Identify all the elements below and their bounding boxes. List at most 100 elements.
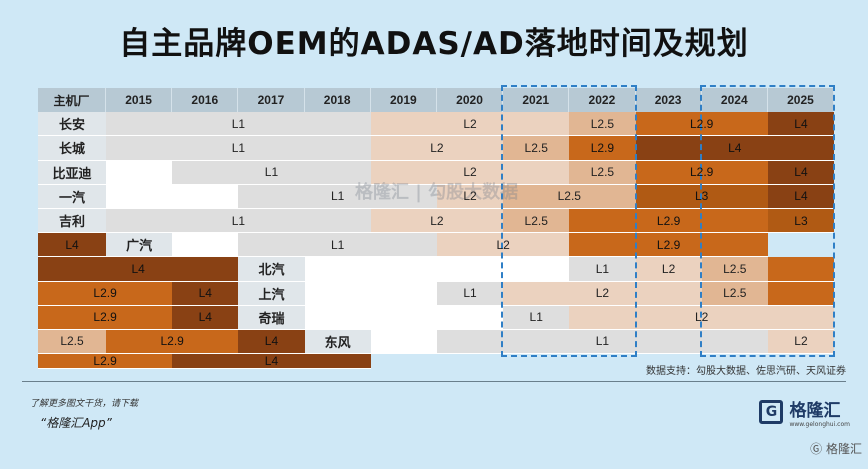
level-bar-l3: L3 — [635, 184, 768, 209]
level-bar-l1: L1 — [503, 305, 570, 330]
level-label: L3 — [695, 189, 709, 204]
level-bar-l25: L2.5 — [503, 136, 570, 161]
level-label: L2.9 — [93, 354, 117, 369]
level-bar-l4: L4 — [767, 112, 835, 137]
source-note: 数据支持：勾股大数据、佐思汽研、天风证券 — [646, 366, 846, 377]
level-bar-l25: L2.5 — [38, 329, 106, 355]
level-bar-l2: L2 — [436, 233, 570, 258]
footer-app-name: “格隆汇App” — [40, 416, 112, 430]
g-logo-icon: G — [759, 400, 784, 424]
level-bar-l4: L4 — [238, 329, 305, 355]
level-label: L2.5 — [557, 189, 581, 204]
level-label: L4 — [728, 140, 742, 155]
level-label: L2.9 — [93, 286, 117, 301]
level-bar-l29: L2.9 — [38, 354, 173, 370]
level-label: L2.9 — [656, 237, 681, 252]
header-year: 2021 — [503, 88, 570, 113]
level-label: L4 — [794, 189, 808, 204]
level-label: L2.5 — [723, 261, 747, 276]
page-title: 自主品牌OEM的ADAS/AD落地时间及规划 — [119, 26, 749, 62]
level-bar-white — [304, 305, 504, 330]
level-bar-l29: L2.9 — [569, 233, 768, 258]
level-label: L2.9 — [690, 116, 714, 131]
header-year: 2020 — [436, 88, 504, 113]
level-bar-l4: L4 — [172, 305, 239, 330]
adas-timeline-table: 主机厂 2015 2016 2017 2018 2019 2020 2021 2022 2023 2… — [38, 88, 835, 370]
level-bar-l2: L2 — [635, 257, 702, 282]
header-year: 2018 — [304, 88, 371, 113]
level-label: L2.5 — [723, 286, 747, 301]
corner-watermark: Ⓖ 格隆汇 — [810, 442, 862, 456]
level-label: L2.5 — [590, 116, 615, 131]
level-bar-l1: L1 — [569, 257, 636, 282]
maker-label: 奇瑞 — [238, 305, 305, 330]
level-label: L2.9 — [93, 310, 117, 325]
level-label: L1 — [231, 140, 246, 155]
level-label: L2 — [595, 286, 610, 301]
maker-label: 一汽 — [38, 184, 106, 209]
level-label: L4 — [65, 237, 79, 252]
level-bar-l4: L4 — [635, 136, 835, 161]
level-bar-white — [370, 329, 437, 355]
level-label: L4 — [198, 286, 212, 301]
level-bar-l29 — [767, 281, 835, 306]
level-bar-white — [106, 184, 239, 209]
level-bar-l2: L2 — [370, 208, 504, 234]
level-bar-l25: L2.5 — [503, 208, 570, 234]
logo-text: 格隆汇 — [789, 401, 841, 421]
level-bar-l25: L2.5 — [569, 160, 636, 185]
maker-label: 东风 — [304, 329, 371, 355]
level-label: L4 — [131, 261, 145, 276]
header-year: 2025 — [767, 88, 835, 113]
level-label: L2.9 — [656, 213, 681, 228]
header-year: 2017 — [238, 88, 305, 113]
level-bar-l2: L2 — [767, 329, 835, 355]
level-bar-l2: L2 — [370, 136, 504, 161]
level-bar-l2: L2 — [503, 281, 702, 306]
divider — [22, 381, 846, 382]
level-bar-white — [172, 233, 239, 258]
level-label: L3 — [794, 213, 808, 228]
level-label: L1 — [264, 165, 279, 180]
level-label: L2.5 — [60, 334, 84, 349]
level-label: L2.5 — [524, 140, 548, 155]
level-label: L4 — [794, 116, 808, 131]
level-label: L2 — [463, 165, 477, 180]
maker-label: 吉利 — [38, 208, 106, 234]
level-bar-l29 — [767, 257, 835, 282]
level-label: L4 — [198, 310, 212, 325]
level-label: L1 — [463, 286, 477, 301]
level-bar-l25: L2.5 — [569, 112, 636, 137]
level-label: L2.5 — [524, 213, 548, 228]
level-bar-l4: L4 — [172, 281, 239, 306]
level-label: L2 — [430, 140, 444, 155]
level-label: L2 — [794, 334, 808, 349]
level-label: L2 — [430, 213, 444, 228]
level-label: L2 — [496, 237, 510, 252]
level-bar-l2: L2 — [436, 184, 504, 209]
level-label: L1 — [231, 116, 246, 131]
level-bar-l25: L2.5 — [701, 281, 768, 306]
maker-label: 上汽 — [238, 281, 305, 306]
level-label: L4 — [264, 354, 279, 369]
brand-logo: G 格隆汇 www.gelonghui.com — [759, 396, 850, 428]
level-bar-l2: L2 — [370, 112, 570, 137]
level-label: L2 — [661, 261, 676, 276]
level-bar-l25: L2.5 — [503, 184, 636, 209]
maker-label: 广汽 — [106, 233, 173, 258]
level-bar-l1: L1 — [238, 233, 437, 258]
level-bar-l2: L2 — [569, 305, 835, 330]
level-bar-l1: L1 — [106, 136, 371, 161]
level-bar-l1: L1 — [436, 281, 504, 306]
level-label: L1 — [330, 237, 345, 252]
header-year: 2024 — [701, 88, 768, 113]
level-bar-l1: L1 — [172, 160, 371, 185]
level-bar-l4: L4 — [767, 184, 835, 209]
level-bar-l3: L3 — [767, 208, 835, 234]
level-label: L2.9 — [690, 165, 714, 180]
level-label: L2.9 — [160, 334, 184, 349]
level-bar-l29: L2.9 — [106, 329, 239, 355]
level-bar-l1: L1 — [106, 112, 371, 137]
level-bar-l4: L4 — [172, 354, 371, 370]
level-bar-l1: L1 — [436, 329, 768, 355]
